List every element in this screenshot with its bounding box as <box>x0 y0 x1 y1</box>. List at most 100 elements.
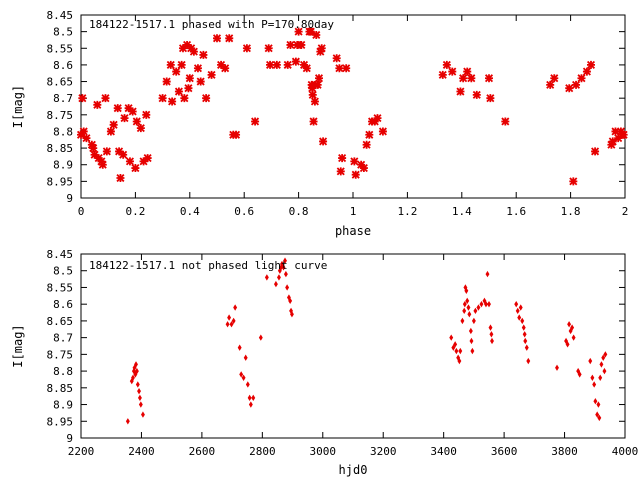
data-point <box>362 140 371 149</box>
data-point <box>501 117 510 126</box>
data-point <box>102 147 111 156</box>
data-point <box>119 150 128 159</box>
data-point <box>484 301 488 308</box>
data-point <box>93 100 102 109</box>
data-point <box>132 117 141 126</box>
data-point <box>172 67 181 76</box>
data-point <box>449 334 454 341</box>
data-point <box>87 140 96 149</box>
data-point <box>231 317 236 325</box>
x-axis-label: hjd0 <box>339 463 368 477</box>
data-point <box>168 97 177 106</box>
y-axis-label: I[mag] <box>11 85 25 128</box>
data-point <box>133 371 138 378</box>
data-point <box>266 60 275 69</box>
x-tick-label: 2600 <box>189 445 216 458</box>
tick-labels: 0 0.2 0.4 0.6 0.8 1 1.2 1.4 1.6 1.8 2 8.45 8.5 8.55 8.… <box>47 9 629 218</box>
data-point <box>106 127 115 136</box>
x-tick-label: 2400 <box>128 445 155 458</box>
data-point <box>297 40 306 49</box>
data-point <box>518 304 523 311</box>
data-point <box>488 324 493 331</box>
data-point <box>113 104 122 113</box>
data-point <box>241 374 246 381</box>
y-tick-label: 8.75 <box>47 109 74 122</box>
data-point <box>464 287 469 294</box>
data-point <box>514 301 519 308</box>
data-point <box>264 44 273 53</box>
data-point <box>128 107 137 116</box>
data-point <box>591 147 600 156</box>
y-tick-label: 8.6 <box>53 59 73 72</box>
data-point <box>523 337 528 345</box>
data-point <box>124 104 133 113</box>
data-point <box>555 364 559 371</box>
data-point <box>125 418 130 425</box>
data-point <box>97 157 106 166</box>
data-point <box>291 57 300 66</box>
data-point <box>588 357 593 365</box>
data-point <box>577 371 582 378</box>
data-point <box>251 394 256 402</box>
data-point <box>136 124 145 133</box>
tick-labels: 2200 2400 2600 2800 3000 3200 3400 3600 3800 4000… <box>47 248 639 458</box>
data-point <box>312 30 321 39</box>
data-point <box>137 394 142 402</box>
data-point <box>314 74 324 83</box>
x-tick-label: 3000 <box>310 445 337 458</box>
x-tick-label: 1.4 <box>452 205 472 218</box>
data-point <box>453 341 458 348</box>
data-point <box>264 274 269 281</box>
data-point <box>283 257 287 264</box>
data-point <box>458 347 463 355</box>
data-point <box>336 167 345 176</box>
data-point <box>125 157 134 166</box>
y-tick-label: 9 <box>66 192 73 205</box>
data-point <box>448 67 457 76</box>
data-point <box>456 87 465 96</box>
data-point <box>586 60 596 69</box>
y-tick-label: 8.45 <box>47 9 74 22</box>
data-point <box>577 74 586 83</box>
data-point <box>310 97 319 106</box>
data-point <box>98 160 107 169</box>
data-point <box>595 411 600 418</box>
data-point <box>473 307 478 315</box>
y-tick-label: 8.5 <box>53 265 73 278</box>
unphased-light-curve-chart: 2200 2400 2600 2800 3000 3200 3400 3600 3800 4000… <box>11 248 638 477</box>
data-point <box>207 70 216 79</box>
data-point <box>79 127 88 136</box>
data-point <box>521 324 526 331</box>
y-tick-label: 8.75 <box>47 348 74 361</box>
data-point <box>135 381 140 388</box>
data-point <box>120 114 129 123</box>
x-tick-label: 0.8 <box>289 205 309 218</box>
data-point <box>522 331 527 338</box>
y-tick-label: 8.85 <box>47 382 74 395</box>
data-point <box>109 120 118 129</box>
y-tick-label: 8.9 <box>53 399 73 412</box>
data-point <box>463 67 472 76</box>
data-point <box>596 401 601 408</box>
data-point <box>462 301 467 308</box>
data-point <box>233 304 238 311</box>
data-point <box>280 260 284 268</box>
data-point <box>273 280 278 288</box>
data-point <box>217 60 226 69</box>
data-point <box>319 137 328 146</box>
data-point <box>225 321 230 328</box>
data-point <box>242 44 251 53</box>
data-point <box>131 374 135 381</box>
data-point <box>116 173 125 183</box>
data-point <box>350 157 359 166</box>
data-point <box>101 94 110 103</box>
axis-ticks <box>80 253 626 439</box>
data-point <box>245 381 250 388</box>
data-point <box>243 354 248 361</box>
data-point <box>286 40 295 49</box>
data-point <box>189 47 198 56</box>
y-tick-label: 8.85 <box>47 142 74 155</box>
data-point <box>229 321 234 328</box>
data-point <box>614 134 623 143</box>
